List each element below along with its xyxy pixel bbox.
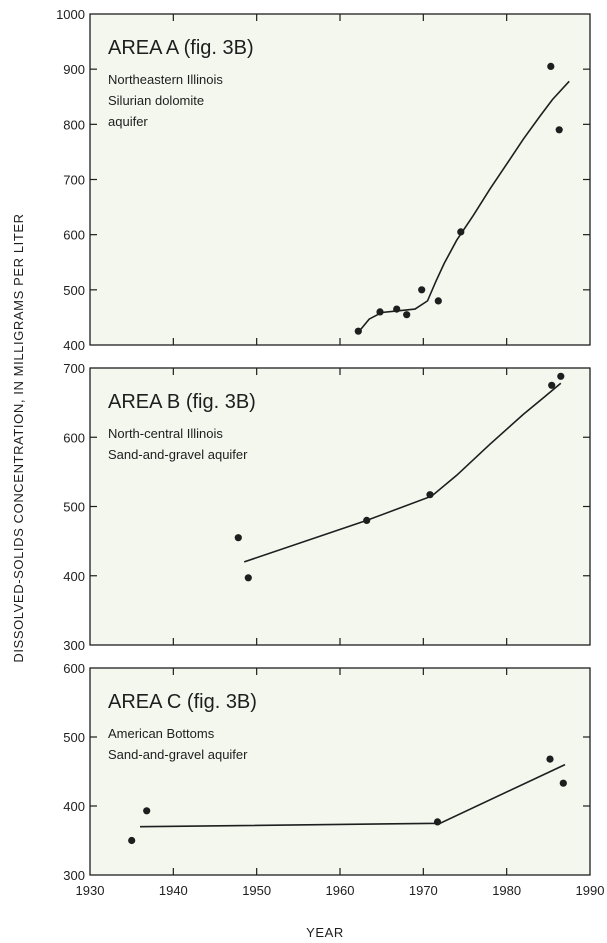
y-tick-label: 400 [63, 569, 85, 584]
panel-a-subtitle-line: Northeastern Illinois [108, 72, 223, 87]
data-point [354, 327, 362, 335]
x-tick-label: 1970 [409, 883, 438, 898]
panel-c: 300 400 500 600 1930 1940 1950 1960 1970 1980 1990… [63, 661, 604, 898]
y-tick-label: 700 [63, 361, 85, 376]
panel-c-subtitle-line: American Bottoms [108, 726, 215, 741]
x-tick-label: 1960 [326, 883, 355, 898]
y-tick-label: 600 [63, 661, 85, 676]
data-point [128, 836, 136, 845]
panel-a-subtitle-line: aquifer [108, 114, 148, 129]
data-point [547, 62, 555, 70]
y-tick-label: 500 [63, 730, 85, 745]
panel-b-title: AREA B (fig. 3B) [108, 391, 256, 413]
data-point [555, 126, 563, 134]
y-tick-label: 300 [63, 868, 85, 883]
data-point [557, 372, 565, 380]
panel-c-subtitle-line: Sand-and-gravel aquifer [108, 747, 248, 762]
x-tick-label: 1940 [159, 883, 188, 898]
x-tick-label: 1990 [576, 883, 605, 898]
y-tick-label: 400 [63, 338, 85, 353]
y-tick-label: 300 [63, 638, 85, 653]
trend-line [243, 382, 562, 563]
panel-c-title: AREA C (fig. 3B) [108, 691, 257, 713]
data-point [434, 297, 442, 305]
x-tick-label: 1950 [242, 883, 271, 898]
data-point [363, 516, 371, 525]
panels: 400 500 600 700 800 900 1000 AREA A (fig. 3B) No… [56, 7, 604, 898]
panel-a-title: AREA A (fig. 3B) [108, 37, 254, 59]
data-point [234, 534, 242, 542]
panel-a: 400 500 600 700 800 900 1000 AREA A (fig. 3B) No… [56, 7, 591, 353]
y-axis-label: DISSOLVED-SOLIDS CONCENTRATION, IN MILLI… [11, 213, 26, 662]
trend-line [358, 80, 570, 332]
panel-b-subtitle-line: North-central Illinois [108, 426, 223, 441]
y-tick-label: 400 [63, 799, 85, 814]
y-tick-label: 600 [63, 228, 85, 243]
panel-a-frame [89, 13, 591, 346]
y-tick-label: 500 [63, 500, 85, 515]
panel-a-subtitle-line: Silurian dolomite [108, 93, 204, 108]
y-tick-label: 600 [63, 430, 85, 445]
data-point [433, 818, 442, 826]
x-tick-label: 1930 [76, 883, 105, 898]
y-tick-label: 800 [63, 117, 85, 132]
panel-c-frame [89, 667, 591, 876]
x-axis-label: YEAR [306, 925, 344, 940]
data-point [418, 286, 426, 294]
panel-b-subtitle-line: Sand-and-gravel aquifer [108, 447, 248, 462]
x-tick-label: 1980 [492, 883, 521, 898]
data-point [393, 305, 401, 313]
y-tick-label: 1000 [56, 7, 85, 22]
data-point [548, 381, 556, 389]
data-point [426, 491, 434, 499]
data-point [143, 807, 151, 815]
panel-b: 300 400 500 600 700 AREA B (fig. 3B) North-cen… [63, 361, 591, 653]
y-tick-label: 900 [63, 62, 85, 77]
data-point [403, 311, 411, 319]
data-point [244, 574, 252, 582]
data-point [546, 755, 554, 763]
data-point [457, 228, 465, 236]
y-tick-label: 500 [63, 283, 85, 298]
y-tick-label: 700 [63, 173, 85, 188]
data-point [376, 308, 384, 316]
data-point [559, 779, 567, 787]
